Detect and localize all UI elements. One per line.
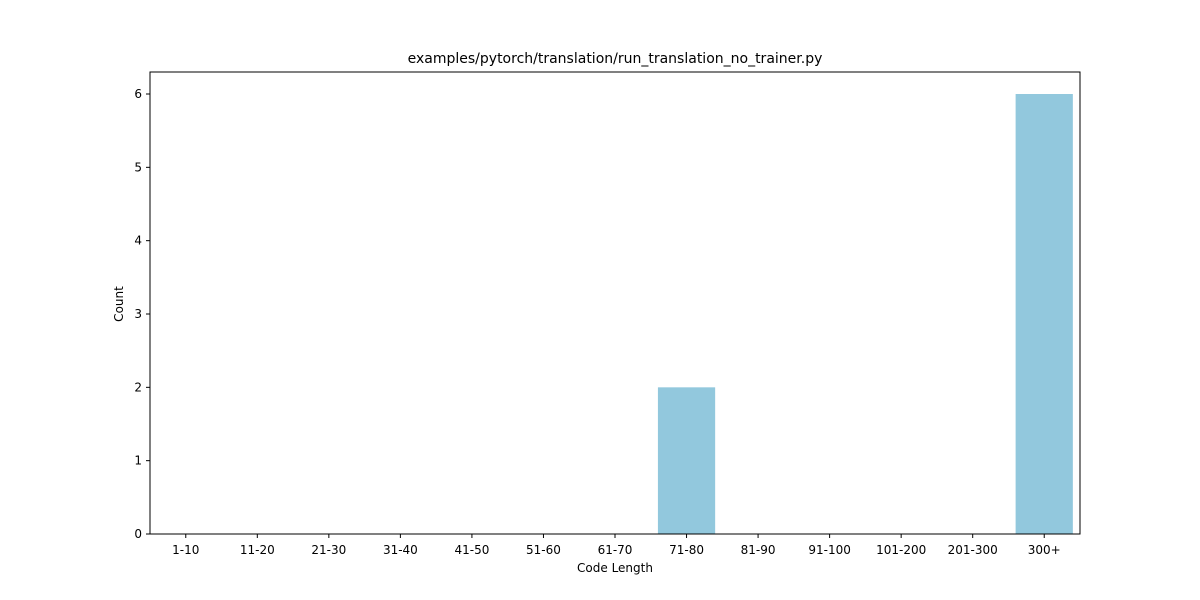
y-tick-label-0: 0 (134, 527, 142, 541)
bar-300+ (1015, 94, 1073, 534)
plot-frame (149, 71, 1081, 535)
x-tick-label-51-60: 51-60 (526, 543, 561, 557)
x-axis-label: Code Length (577, 561, 653, 575)
x-tick-label-201-300: 201-300 (948, 543, 998, 557)
x-tick-label-41-50: 41-50 (454, 543, 489, 557)
plot-area: 1-10 11-20 21-30 31-40 41-50 51-60 61-70 71-80 8… (134, 71, 1081, 557)
y-tick-label-2: 2 (134, 380, 142, 394)
x-tick-label-71-80: 71-80 (669, 543, 704, 557)
y-axis-label: Count (112, 286, 126, 322)
x-tick-label-81-90: 81-90 (741, 543, 776, 557)
x-tick-label-21-30: 21-30 (311, 543, 346, 557)
x-tick-label-300+: 300+ (1028, 543, 1061, 557)
y-tick-label-4: 4 (134, 234, 142, 248)
x-tick-label-61-70: 61-70 (598, 543, 633, 557)
bar-71-80 (657, 387, 716, 534)
y-tick-label-6: 6 (134, 87, 142, 101)
y-tick-label-3: 3 (134, 307, 142, 321)
chart-title: examples/pytorch/translation/run_transla… (408, 51, 823, 67)
x-tick-label-1-10: 1-10 (172, 543, 199, 557)
x-tick-label-11-20: 11-20 (240, 543, 275, 557)
x-tick-label-101-200: 101-200 (876, 543, 926, 557)
x-tick-label-31-40: 31-40 (383, 543, 418, 557)
y-tick-label-5: 5 (134, 160, 142, 174)
y-tick-label-1: 1 (134, 454, 142, 468)
x-tick-label-91-100: 91-100 (808, 543, 851, 557)
